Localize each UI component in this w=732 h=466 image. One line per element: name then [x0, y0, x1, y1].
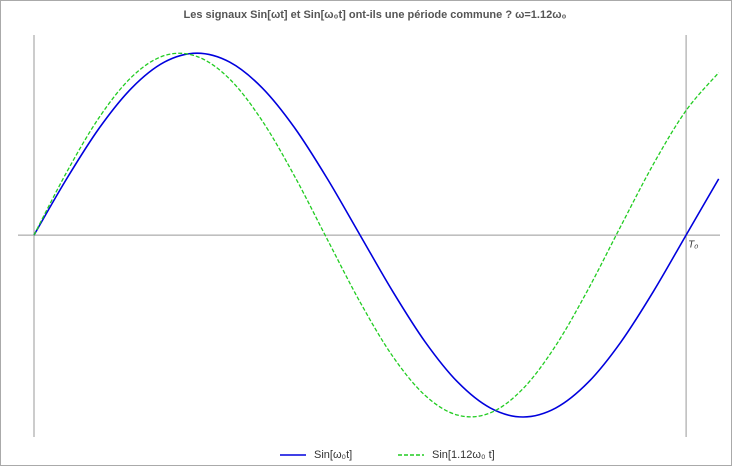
series-line [33, 52, 720, 418]
series-line [33, 52, 720, 418]
legend-label: Sin[1.12ω₀ t] [432, 449, 495, 461]
chart-title: Les signaux Sin[ωt] et Sin[ω₀t] ont-ils … [184, 9, 567, 21]
x-tick-label: T₀ [688, 240, 698, 251]
legend-label: Sin[ω₀t] [314, 449, 352, 461]
